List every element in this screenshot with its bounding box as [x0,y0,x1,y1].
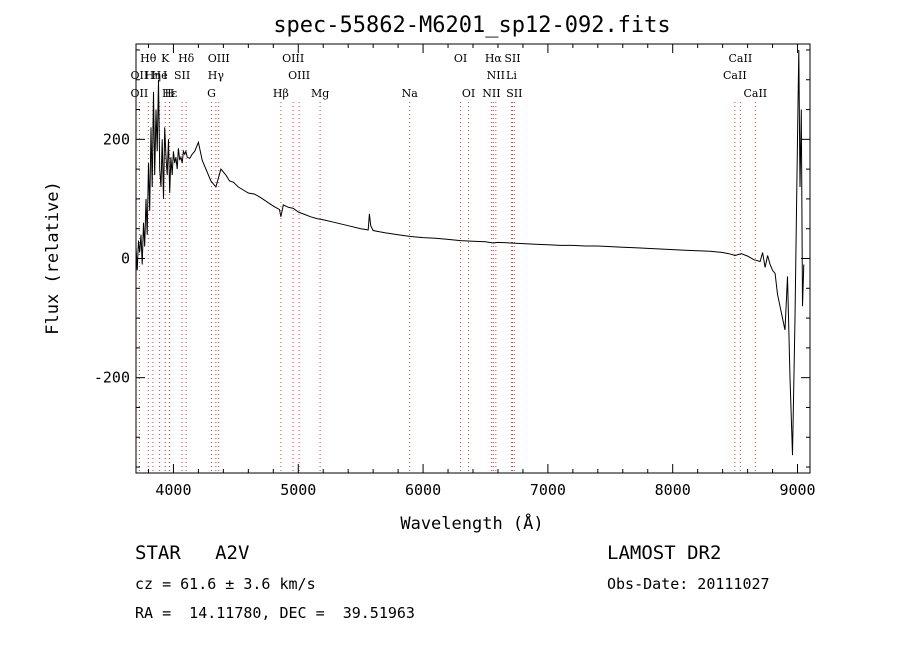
line-label: OII [131,69,149,82]
coordinates-text: RA = 14.11780, DEC = 39.51963 [135,604,415,622]
line-label: Hγ [208,69,225,82]
chart-title: spec-55862-M6201_sp12-092.fits [273,13,670,38]
line-label: SII [504,52,520,65]
line-label: OIII [282,52,304,65]
line-label: G [207,87,216,100]
y-tick-label: 200 [103,130,130,148]
x-tick-label: 4000 [155,481,191,499]
observation-date: Obs-Date: 20111027 [607,575,770,593]
line-label: SII [506,87,522,100]
x-tick-label: 7000 [530,481,566,499]
line-label: CaII [729,52,753,65]
y-axis-label: Flux (relative) [43,181,63,335]
line-label: Li [506,69,517,82]
x-tick-label: 6000 [405,481,441,499]
redshift-text: cz = 61.6 ± 3.6 km/s [135,575,316,593]
line-label: NII [487,69,505,82]
line-label: He [152,69,168,82]
line-label: OI [454,52,467,65]
line-label: Na [402,87,419,100]
line-label: OIII [208,52,230,65]
line-label: Mg [311,87,329,100]
x-tick-label: 5000 [280,481,316,499]
axis-ticks: 4000 5000 6000 7000 8000 9000 -200 0 200 [94,44,816,499]
line-label: OIII [288,69,310,82]
line-label: Hβ [273,87,289,100]
x-tick-label: 8000 [655,481,691,499]
y-tick-label: -200 [94,369,130,387]
line-label: SII [174,69,190,82]
y-tick-label: 0 [121,250,130,268]
line-label: Hθ [140,52,157,65]
line-label: Hε [162,87,178,100]
line-label: Hδ [178,52,195,65]
line-label: CaII [743,87,767,100]
survey-name: LAMOST DR2 [607,542,722,564]
object-class: STAR A2V [135,542,249,564]
subclass-value: A2V [215,542,250,564]
plot-frame [135,43,811,474]
line-label: OI [462,87,475,100]
spectrum-line [135,49,805,456]
line-label: OII [131,87,149,100]
class-value: STAR [135,542,181,564]
x-tick-label: 9000 [779,481,815,499]
line-label: Hη [145,69,161,82]
line-label: Hα [485,52,503,65]
line-label: K [161,52,170,65]
line-label: H [165,87,175,100]
line-label: I [163,69,167,82]
spectral-line-markers [138,102,756,473]
line-label: NII [482,87,500,100]
x-axis-label: Wavelength (Å) [400,512,543,534]
line-label: CaII [723,69,747,82]
